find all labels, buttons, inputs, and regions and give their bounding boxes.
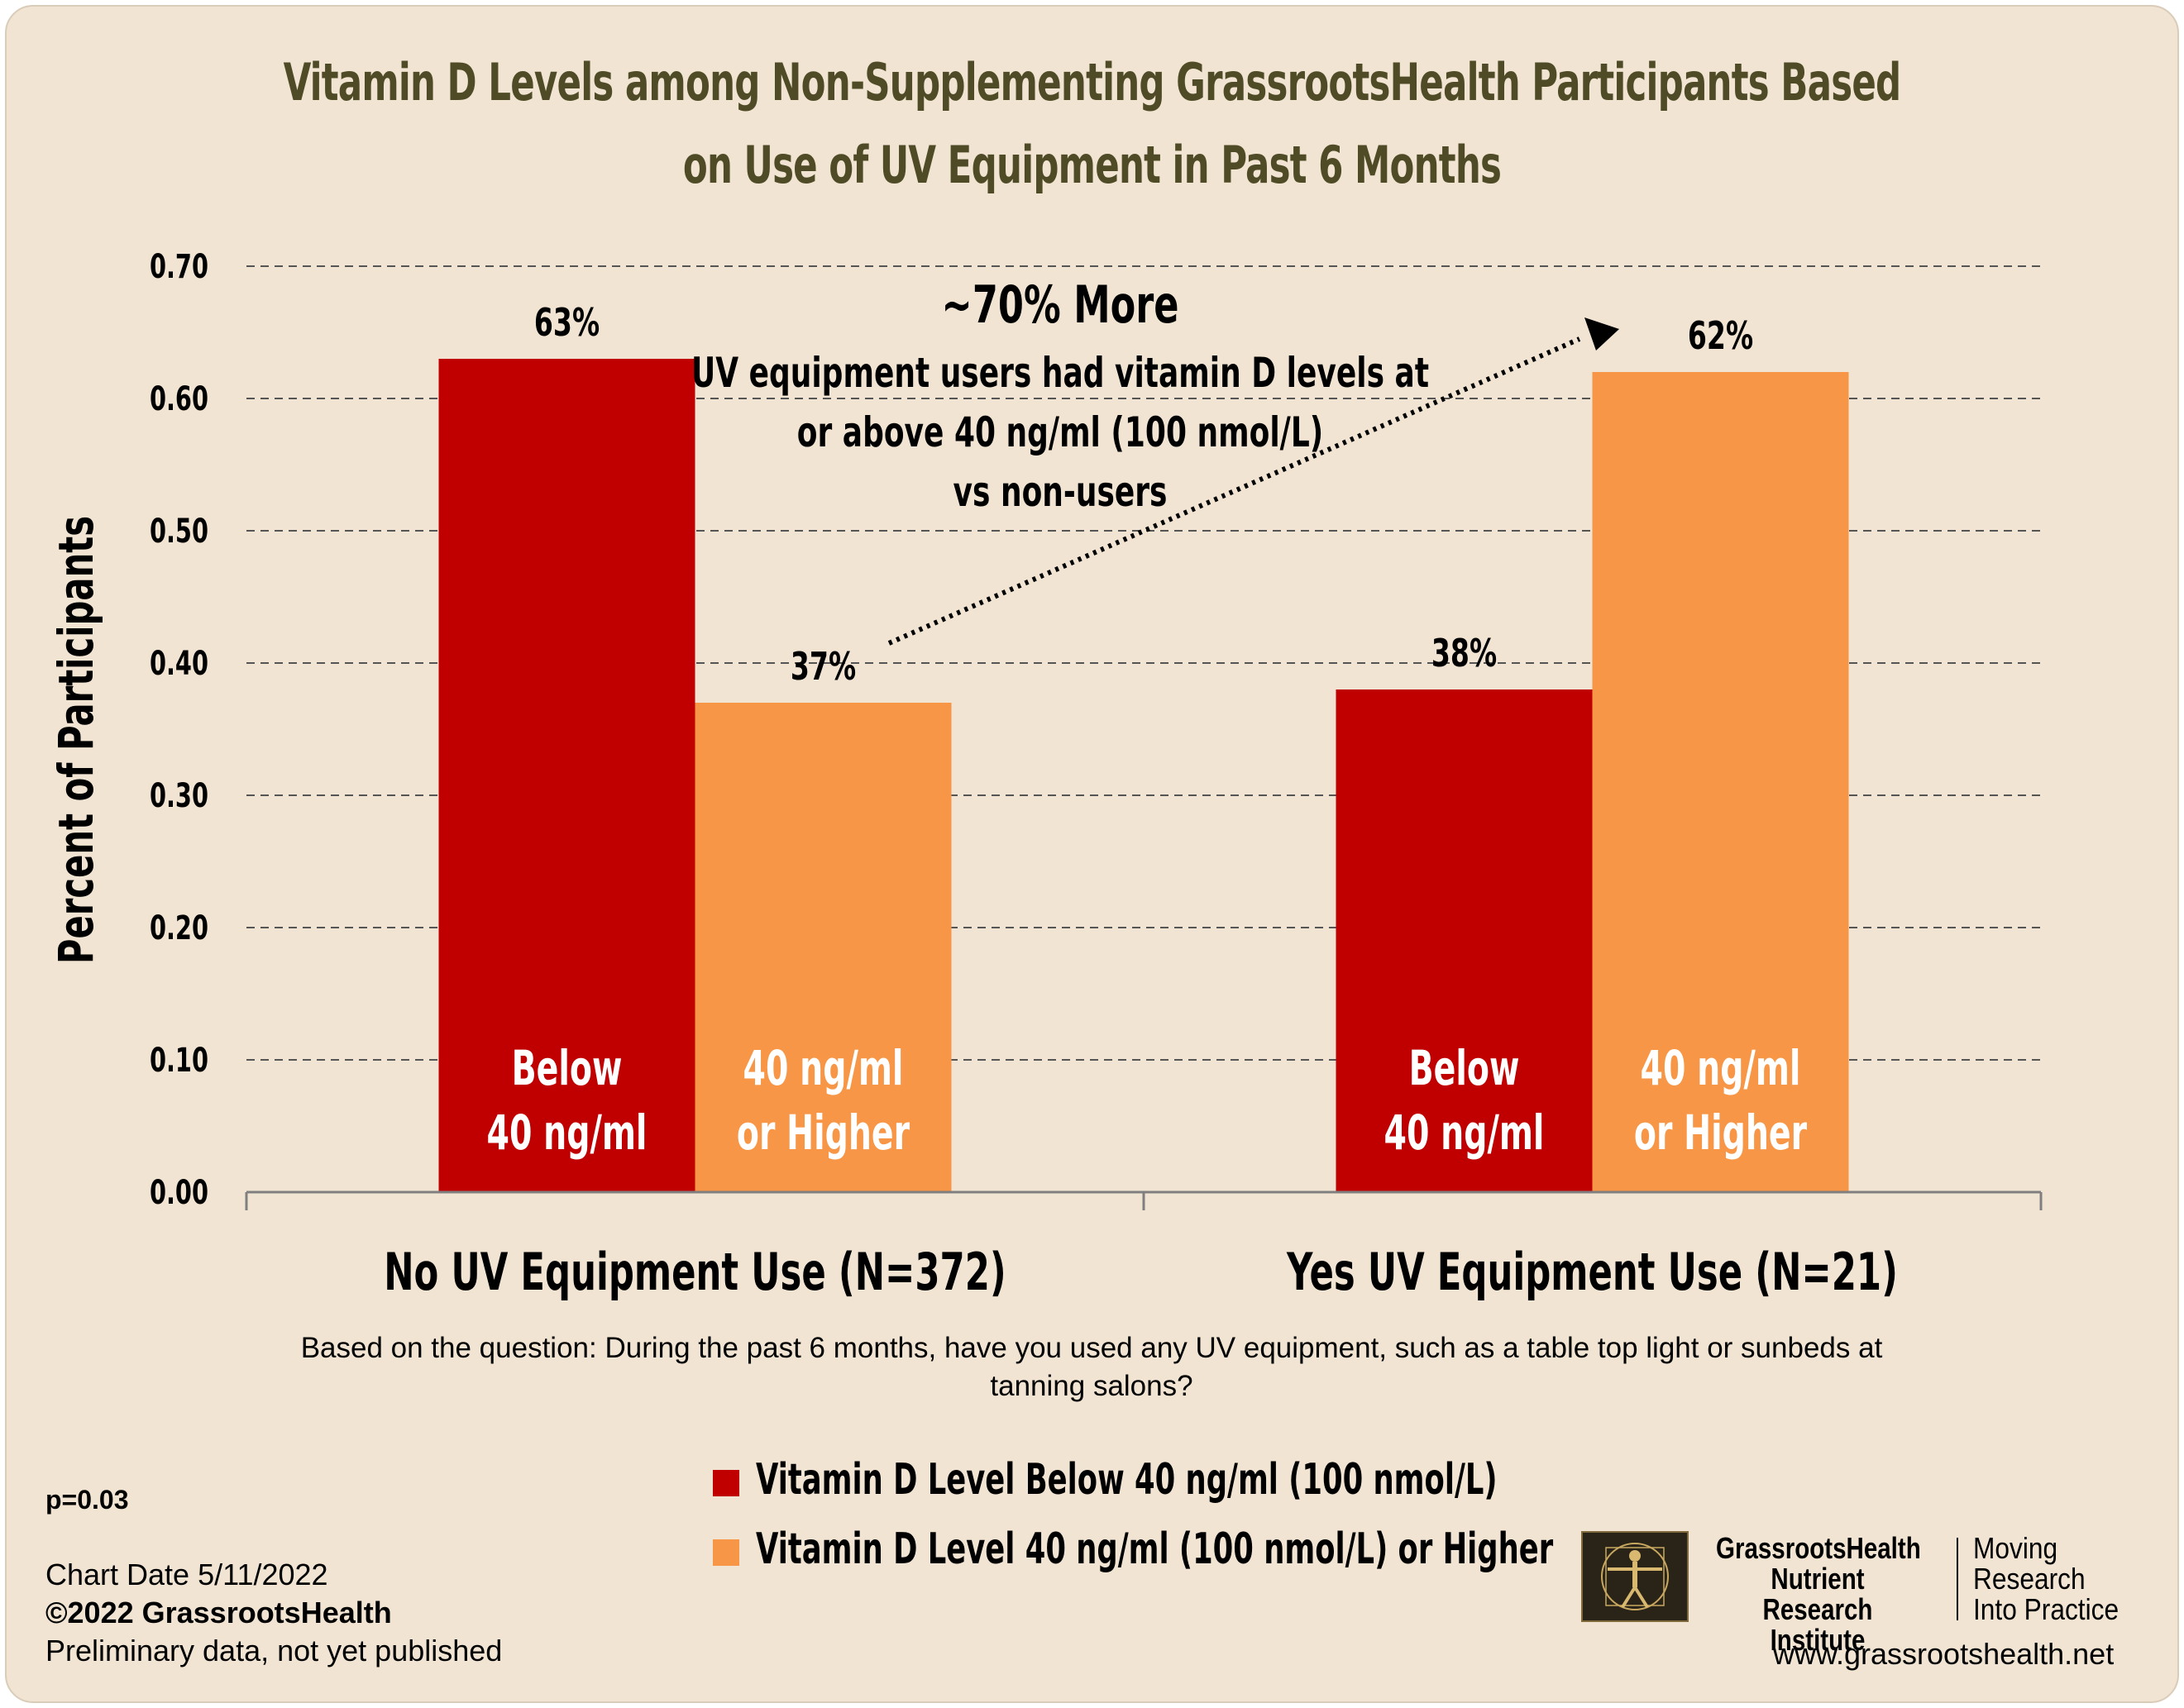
data-label-1-1: 62% [1688, 315, 1753, 359]
grassrootshealth-logo: GrassrootsHealth Nutrient Research Insti… [1581, 1531, 2143, 1655]
bar-1-1 [1592, 372, 1849, 1192]
legend-swatch-above [713, 1539, 739, 1566]
bar-inner-label-1-1-a: 40 ng/ml [1641, 1040, 1801, 1096]
annotation-line-0: UV equipment users had vitamin D levels … [691, 350, 1429, 397]
bar-inner-label-1-0-b: or Higher [737, 1104, 910, 1161]
website-link[interactable]: www.grassrootshealth.net [1773, 1637, 2115, 1671]
annotation-arrowhead-icon [1584, 317, 1619, 351]
logo-divider [1957, 1538, 1958, 1620]
x-category-1: Yes UV Equipment Use (N=21) [1286, 1242, 1898, 1302]
x-category-labels: No UV Equipment Use (N=372) Yes UV Equipm… [384, 1242, 1898, 1302]
annotation-arrow-line [887, 336, 1581, 646]
y-tick-labels: 0.00 0.10 0.20 0.30 0.40 0.50 0.60 0.70 [150, 248, 208, 1212]
title-line-1: Vitamin D Levels among Non-Supplementing… [283, 52, 1902, 112]
legend-swatch-below [713, 1470, 739, 1496]
y-axis-label: Percent of Participants [48, 516, 104, 964]
bar-inner-label-0-1-a: Below [1409, 1040, 1520, 1096]
logo-tagline-line-2: Research [1973, 1562, 2086, 1596]
y-tick-5: 0.50 [150, 513, 208, 551]
logo-name: GrassrootsHealth Nutrient Research Insti… [1716, 1531, 1921, 1657]
vitruvian-emblem-icon [1581, 1531, 1689, 1622]
chart-title: Vitamin D Levels among Non-Supplementing… [0, 41, 2184, 207]
logo-tagline-line-3: Into Practice [1973, 1592, 2119, 1626]
bar-inner-label-0-1-b: 40 ng/ml [1384, 1104, 1545, 1161]
logo-tagline: Moving Research Into Practice [1973, 1533, 2119, 1625]
data-label-1-0: 37% [791, 646, 856, 689]
bar-inner-label-1-0-a: 40 ng/ml [743, 1040, 904, 1096]
logo-name-line-1: GrassrootsHealth [1716, 1531, 1921, 1565]
annotation-line-2: vs non-users [953, 469, 1168, 516]
y-tick-6: 0.60 [150, 380, 208, 418]
copyright: ©2022 GrassrootsHealth [45, 1596, 392, 1629]
p-value: p=0.03 [45, 1485, 129, 1515]
logo-name-line-3: Research Institute [1762, 1592, 1873, 1657]
y-tick-1: 0.10 [150, 1042, 208, 1080]
bar-inner-label-0-0-b: 40 ng/ml [487, 1104, 648, 1161]
x-axis [245, 1190, 2043, 1210]
bars: 63% Below 40 ng/ml 37% 40 ng/ml or Higher 38% B… [438, 302, 1849, 1192]
title-line-2: on Use of UV Equipment in Past 6 Months [682, 135, 1502, 195]
legend-label-above: Vitamin D Level 40 ng/ml (100 nmol/L) or… [756, 1524, 1554, 1574]
annotation: ~70% More UV equipment users had vitamin … [691, 275, 1619, 646]
data-label-0-1: 38% [1431, 632, 1497, 676]
annotation-line-1: or above 40 ng/ml (100 nmol/L) [797, 409, 1323, 456]
y-tick-0: 0.00 [150, 1174, 208, 1212]
annotation-headline: ~70% More [941, 275, 1178, 335]
y-tick-7: 0.70 [150, 248, 208, 286]
logo-tagline-line-1: Moving [1973, 1531, 2058, 1565]
note-line-2: tanning salons? [990, 1370, 1193, 1402]
data-label-0-0: 63% [534, 302, 600, 346]
y-tick-2: 0.20 [150, 909, 208, 947]
y-tick-3: 0.30 [150, 777, 208, 815]
legend-label-below: Vitamin D Level Below 40 ng/ml (100 nmol… [756, 1455, 1498, 1505]
bar-0-1 [1336, 689, 1593, 1192]
bar-inner-label-0-0-a: Below [512, 1040, 623, 1096]
logo-name-line-2: Nutrient [1771, 1562, 1865, 1596]
bar-1-0 [695, 703, 952, 1192]
question-note: Based on the question: During the past 6… [124, 1329, 2059, 1405]
y-tick-4: 0.40 [150, 645, 208, 683]
chart-date: Chart Date 5/11/2022 [45, 1558, 328, 1591]
bar-0-0 [438, 359, 695, 1192]
footer-left: Chart Date 5/11/2022 ©2022 GrassrootsHea… [45, 1556, 502, 1670]
note-line-1: Based on the question: During the past 6… [300, 1332, 1883, 1364]
preliminary-note: Preliminary data, not yet published [45, 1634, 503, 1667]
x-category-0: No UV Equipment Use (N=372) [384, 1242, 1006, 1302]
bar-inner-label-1-1-b: or Higher [1634, 1104, 1808, 1161]
